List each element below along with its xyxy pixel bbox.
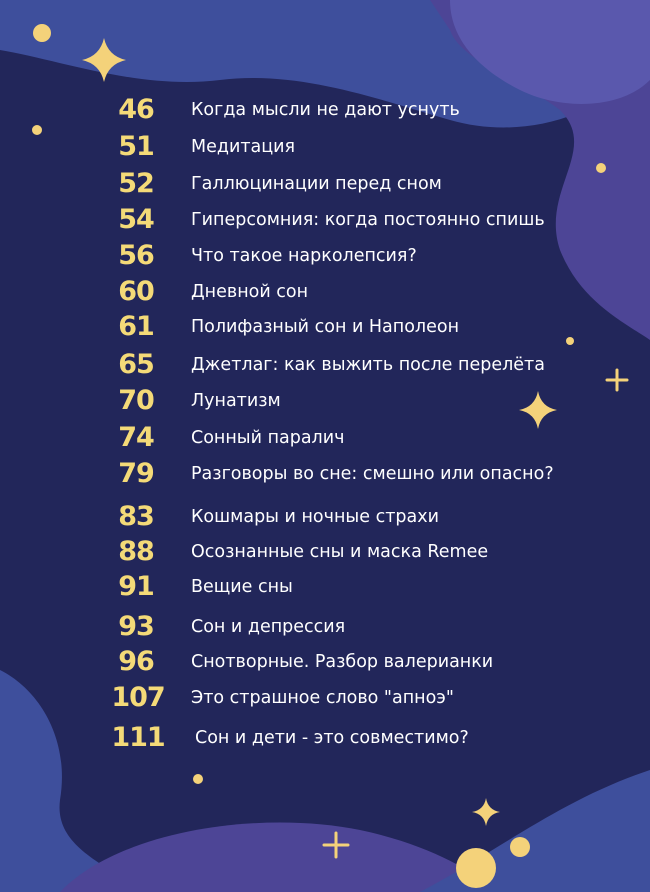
dot-decoration <box>32 125 42 135</box>
toc-entry[interactable]: 111 Сон и дети - это совместимо? <box>0 723 650 753</box>
page-number: 52 <box>118 168 155 199</box>
page-number: 83 <box>118 501 155 532</box>
page-number: 96 <box>118 646 155 677</box>
dot-decoration <box>596 163 606 173</box>
chapter-title: Сонный паралич <box>191 428 345 448</box>
chapter-title: Это страшное слово "апноэ" <box>191 688 454 708</box>
chapter-title: Снотворные. Разбор валерианки <box>191 652 494 672</box>
page-number: 91 <box>118 571 155 602</box>
page-number: 51 <box>118 131 155 162</box>
toc-entry[interactable]: 52 Галлюцинации перед сном <box>0 169 650 199</box>
chapter-title: Лунатизм <box>191 391 281 411</box>
toc-entry[interactable]: 46 Когда мысли не дают уснуть <box>0 95 650 125</box>
star-icon <box>519 391 557 429</box>
toc-entry[interactable]: 65 Джетлаг: как выжить после перелёта <box>0 350 650 380</box>
page-number: 111 <box>111 722 165 753</box>
toc-entry[interactable]: 83 Кошмары и ночные страхи <box>0 502 650 532</box>
chapter-title: Что такое нарколепсия? <box>191 246 417 266</box>
page-number: 74 <box>118 422 155 453</box>
chapter-title: Вещие сны <box>191 577 293 597</box>
chapter-title: Сон и дети - это совместимо? <box>195 728 469 748</box>
chapter-title: Джетлаг: как выжить после перелёта <box>191 355 545 375</box>
bottom-blob <box>60 822 500 892</box>
page-number: 79 <box>118 458 155 489</box>
dot-decoration <box>456 848 496 888</box>
page-number: 65 <box>118 349 155 380</box>
page-number: 93 <box>118 611 155 642</box>
dot-decoration <box>193 774 203 784</box>
chapter-title: Гиперсомния: когда постоянно спишь <box>191 210 545 230</box>
chapter-title: Полифазный сон и Наполеон <box>191 317 460 337</box>
toc-entry[interactable]: 74 Сонный паралич <box>0 423 650 453</box>
page-number: 60 <box>118 276 155 307</box>
chapter-title: Дневной сон <box>191 282 309 302</box>
bottom-right-blob <box>420 770 650 892</box>
toc-entry[interactable]: 79 Разговоры во сне: смешно или опасно? <box>0 459 650 489</box>
toc-entry[interactable]: 60 Дневной сон <box>0 277 650 307</box>
toc-entry[interactable]: 107 Это страшное слово "апноэ" <box>0 683 650 713</box>
toc-entry[interactable]: 93 Сон и депрессия <box>0 612 650 642</box>
chapter-title: Когда мысли не дают уснуть <box>191 100 460 120</box>
page-number: 70 <box>118 385 155 416</box>
page-number: 107 <box>111 682 165 713</box>
chapter-title: Галлюцинации перед сном <box>191 174 442 194</box>
toc-entry[interactable]: 54 Гиперсомния: когда постоянно спишь <box>0 205 650 235</box>
toc-entry[interactable]: 61 Полифазный сон и Наполеон <box>0 312 650 342</box>
page-number: 56 <box>118 240 155 271</box>
dot-decoration <box>33 24 51 42</box>
page-number: 46 <box>118 94 155 125</box>
plus-icon <box>605 368 629 392</box>
chapter-title: Сон и депрессия <box>191 617 346 637</box>
dot-decoration <box>510 837 530 857</box>
chapter-title: Кошмары и ночные страхи <box>191 507 439 527</box>
page-number: 88 <box>118 536 155 567</box>
toc-entry[interactable]: 51 Медитация <box>0 132 650 162</box>
bottom-left-blob <box>0 670 150 892</box>
dot-decoration <box>566 337 574 345</box>
chapter-title: Разговоры во сне: смешно или опасно? <box>191 464 554 484</box>
toc-entry[interactable]: 96 Снотворные. Разбор валерианки <box>0 647 650 677</box>
chapter-title: Осознанные сны и маска Remee <box>191 542 489 562</box>
star-icon <box>472 798 500 826</box>
top-right-light-blob <box>450 0 650 104</box>
toc-entry[interactable]: 91 Вещие сны <box>0 572 650 602</box>
plus-icon <box>322 831 350 859</box>
star-icon <box>82 38 126 82</box>
page-number: 61 <box>118 311 155 342</box>
toc-entry[interactable]: 56 Что такое нарколепсия? <box>0 241 650 271</box>
toc-entry[interactable]: 70 Лунатизм <box>0 386 650 416</box>
page-number: 54 <box>118 204 155 235</box>
chapter-title: Медитация <box>191 137 296 157</box>
toc-entry[interactable]: 88 Осознанные сны и маска Remee <box>0 537 650 567</box>
